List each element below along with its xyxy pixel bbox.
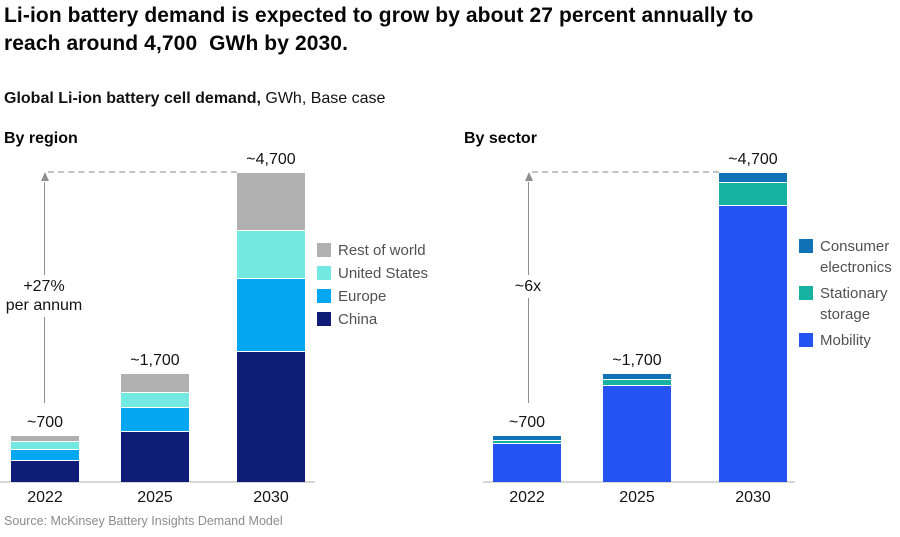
bar-segment-europe bbox=[121, 406, 189, 431]
legend-item-mobility: Mobility bbox=[799, 330, 891, 351]
chart-subtitle-bold: Global Li-ion battery cell demand, bbox=[4, 90, 261, 107]
legend-label: Consumer electronics bbox=[820, 238, 892, 276]
legend-swatch-icon bbox=[317, 289, 331, 303]
x-axis-line bbox=[0, 481, 315, 483]
legend-swatch-icon bbox=[317, 243, 331, 257]
legend-swatch-icon bbox=[317, 312, 331, 326]
chart-subtitle: Global Li-ion battery cell demand, GWh, … bbox=[4, 90, 385, 108]
arrow-up-icon bbox=[40, 172, 49, 181]
bar-segment-mobility bbox=[719, 204, 787, 482]
legend-label: Europe bbox=[338, 288, 387, 305]
x-axis-tick-label: 2030 bbox=[735, 489, 771, 506]
x-axis-tick-label: 2025 bbox=[137, 489, 173, 506]
panel-heading-by-region: By region bbox=[4, 130, 78, 147]
bar-segment-china bbox=[11, 459, 79, 482]
bar-segment-united-states bbox=[121, 391, 189, 407]
bar-segment-united-states bbox=[11, 441, 79, 450]
legend: Consumer electronics Stationary storage Mo… bbox=[799, 236, 892, 356]
chart-subtitle-rest: GWh, Base case bbox=[260, 90, 386, 107]
bar-2022 bbox=[493, 436, 561, 482]
growth-annotation: +27% per annum bbox=[0, 275, 88, 317]
x-axis-tick-label: 2022 bbox=[509, 489, 545, 506]
bar-2025 bbox=[121, 373, 189, 482]
bar-2030 bbox=[719, 173, 787, 482]
legend-item-china: China bbox=[317, 309, 487, 330]
legend-label: United States bbox=[338, 265, 429, 282]
bar-2030 bbox=[237, 173, 305, 482]
source-line: Source: McKinsey Battery Insights Demand… bbox=[4, 514, 283, 528]
bar-segment-rest-of-world bbox=[11, 436, 79, 442]
bar-segment-united-states bbox=[237, 230, 305, 279]
bar-segment-consumer-electronics bbox=[603, 373, 671, 379]
bar-2022 bbox=[11, 436, 79, 482]
bar-segment-stationary-storage bbox=[719, 182, 787, 205]
bar-total-label: ~700 bbox=[26, 413, 64, 431]
legend-item-stationary-storage: Stationary storage bbox=[799, 283, 891, 325]
x-axis-tick-label: 2030 bbox=[253, 489, 289, 506]
bar-segment-china bbox=[121, 430, 189, 482]
legend-swatch-icon bbox=[317, 266, 331, 280]
page-title: Li-ion battery demand is expected to gro… bbox=[4, 4, 754, 55]
legend-label: China bbox=[338, 311, 378, 328]
bar-total-label: ~700 bbox=[508, 413, 546, 431]
dashed-connector-line bbox=[48, 171, 237, 173]
legend-item-consumer-electronics: Consumer electronics bbox=[799, 236, 892, 278]
bar-total-label: ~4,700 bbox=[246, 151, 296, 168]
bar-segment-rest-of-world bbox=[237, 173, 305, 231]
x-axis-tick-label: 2025 bbox=[619, 489, 655, 506]
legend-item-europe: Europe bbox=[317, 286, 487, 307]
bar-segment-europe bbox=[11, 449, 79, 460]
bar-segment-stationary-storage bbox=[603, 378, 671, 386]
bar-segment-mobility bbox=[493, 443, 561, 482]
bar-segment-china bbox=[237, 350, 305, 482]
legend-item-united-states: United States bbox=[317, 263, 487, 284]
legend: Rest of world United States Europe China bbox=[317, 240, 487, 332]
legend-swatch-icon bbox=[799, 286, 813, 300]
bar-segment-consumer-electronics bbox=[719, 173, 787, 183]
bar-total-label: ~1,700 bbox=[130, 351, 180, 369]
legend-swatch-icon bbox=[799, 239, 813, 253]
arrow-up-icon bbox=[524, 172, 533, 181]
panel-heading-by-sector: By sector bbox=[464, 130, 537, 147]
x-axis-line bbox=[483, 481, 795, 483]
growth-annotation: ~6x bbox=[509, 275, 547, 298]
legend-swatch-icon bbox=[799, 333, 813, 347]
bar-2025 bbox=[603, 373, 671, 482]
dashed-connector-line bbox=[532, 171, 719, 173]
bar-segment-mobility bbox=[603, 385, 671, 482]
bar-segment-stationary-storage bbox=[493, 439, 561, 444]
bar-total-label: ~1,700 bbox=[612, 351, 662, 369]
bar-segment-consumer-electronics bbox=[493, 436, 561, 440]
bar-segment-rest-of-world bbox=[121, 373, 189, 392]
legend-label: Mobility bbox=[820, 332, 871, 349]
x-axis-tick-label: 2022 bbox=[27, 489, 63, 506]
bar-total-label: ~4,700 bbox=[728, 151, 778, 168]
legend-label: Rest of world bbox=[338, 242, 426, 259]
legend-label: Stationary storage bbox=[820, 285, 888, 323]
legend-item-rest-of-world: Rest of world bbox=[317, 240, 487, 261]
bar-segment-europe bbox=[237, 278, 305, 351]
